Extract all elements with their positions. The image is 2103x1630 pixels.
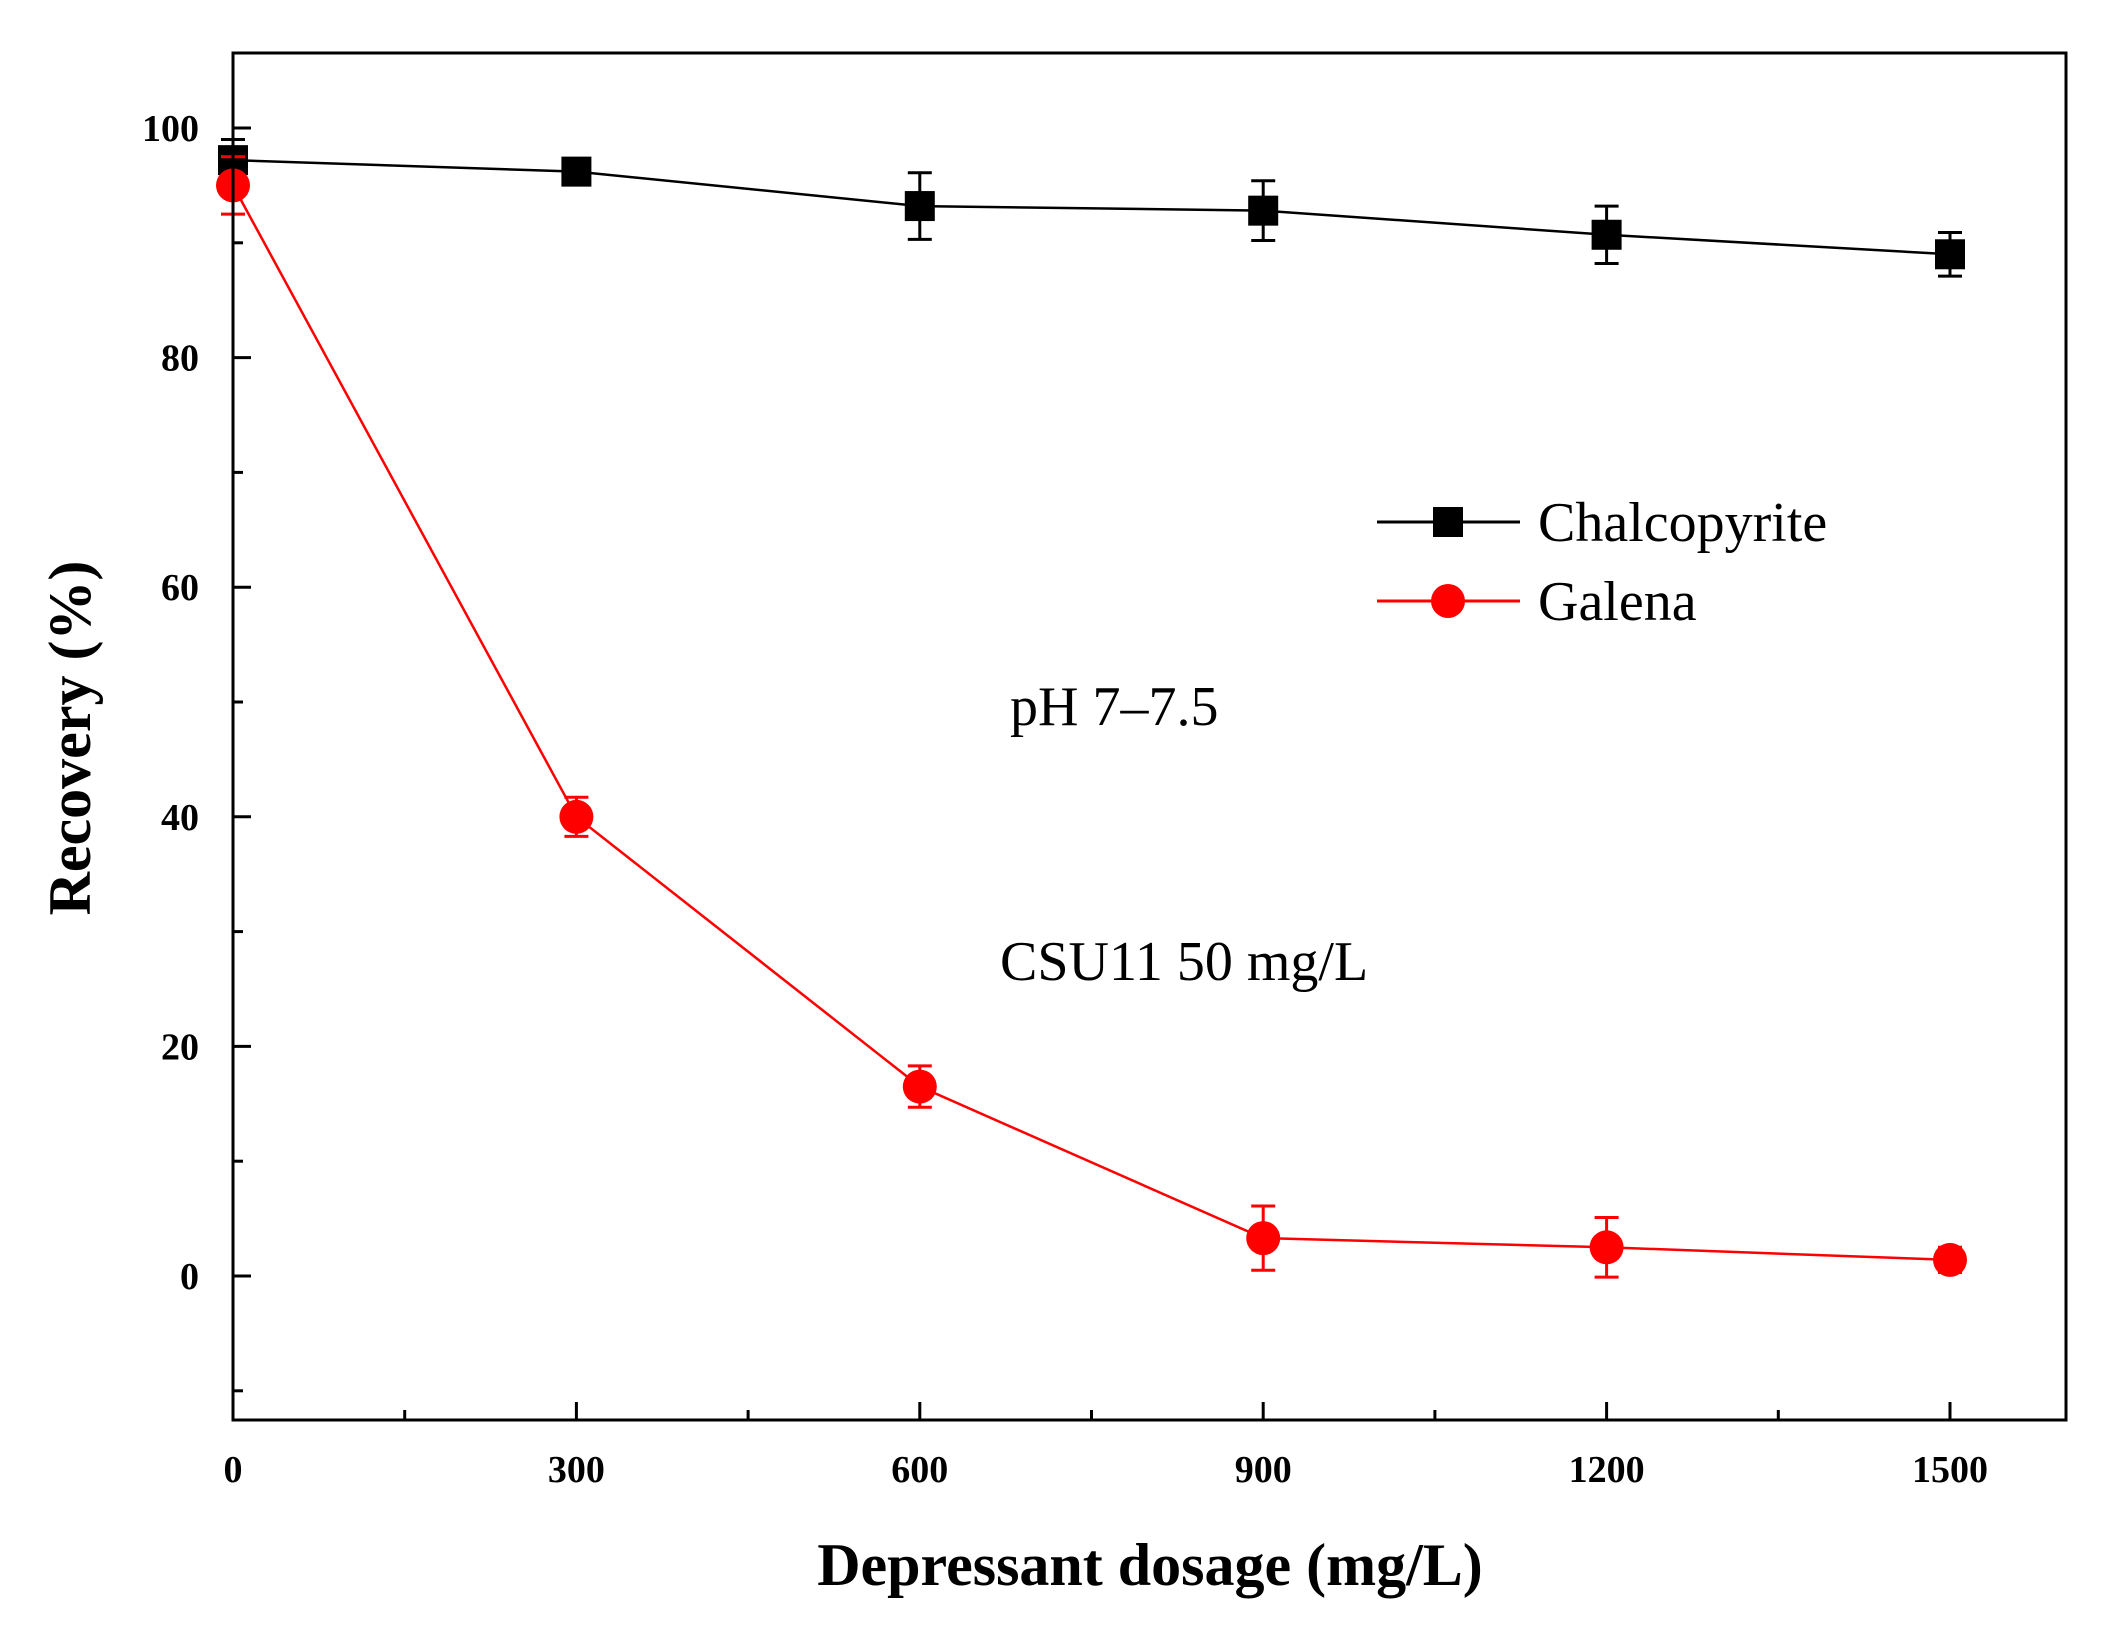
x-tick-label: 600: [891, 1449, 948, 1491]
data-point-chalcopyrite: [1248, 195, 1279, 226]
legend-marker-chalcopyrite: [1433, 507, 1463, 537]
series-line-chalcopyrite: [232, 158, 1951, 256]
x-tick-label: 1200: [1569, 1449, 1645, 1491]
y-axis-title: Recovery (%): [37, 561, 103, 916]
annotation-collector: CSU11 50 mg/L: [1000, 931, 1368, 993]
data-point-chalcopyrite: [561, 156, 592, 187]
x-axis-title: Depressant dosage (mg/L): [817, 1532, 1483, 1598]
series-chalcopyrite: [218, 137, 1965, 278]
y-tick-label: 40: [161, 797, 199, 839]
data-point-galena: [902, 1069, 937, 1104]
data-point-galena: [1589, 1230, 1624, 1265]
y-axis-ticks: [233, 126, 251, 1393]
x-tick-label: 900: [1235, 1449, 1292, 1491]
y-tick-label: 0: [180, 1256, 199, 1298]
legend-label-galena: Galena: [1538, 571, 1697, 633]
data-point-galena: [1933, 1242, 1967, 1277]
y-tick-label: 60: [161, 567, 199, 609]
x-axis-ticks: [231, 1402, 1952, 1420]
series-layer: [216, 137, 1967, 1279]
plot-area-frame: [231, 51, 2068, 1422]
y-tick-label: 100: [142, 108, 199, 150]
data-point-galena: [1246, 1221, 1281, 1256]
data-point-chalcopyrite: [1591, 219, 1622, 250]
data-point-galena: [559, 799, 594, 834]
data-point-chalcopyrite: [1935, 239, 1965, 270]
legend-marker-galena: [1431, 584, 1465, 618]
y-tick-label: 20: [161, 1026, 199, 1068]
series-line-galena: [231, 184, 1951, 1262]
x-tick-label: 0: [224, 1449, 243, 1491]
legend-label-chalcopyrite: Chalcopyrite: [1538, 492, 1827, 554]
y-tick-label: 80: [161, 338, 199, 380]
x-tick-label: 1500: [1912, 1449, 1988, 1491]
legend: Chalcopyrite Galena: [1377, 492, 1827, 633]
y-axis-tick-labels: 0 20 40 60 80 100: [142, 108, 199, 1298]
x-tick-label: 300: [548, 1449, 605, 1491]
data-point-chalcopyrite: [904, 191, 935, 222]
annotation-ph: pH 7–7.5: [1010, 676, 1218, 738]
x-axis-tick-labels: 0 300 600 900 1200 1500: [224, 1449, 1989, 1491]
